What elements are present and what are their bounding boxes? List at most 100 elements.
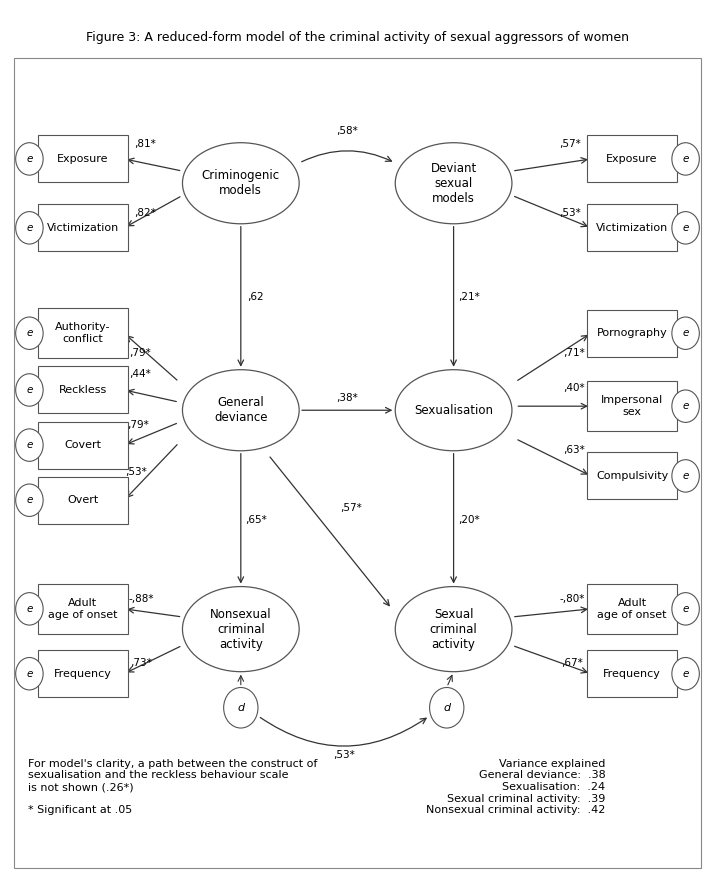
Text: Criminogenic
models: Criminogenic models bbox=[202, 169, 280, 198]
Text: ,71*: ,71* bbox=[563, 348, 586, 359]
Circle shape bbox=[672, 460, 699, 492]
Text: Victimization: Victimization bbox=[596, 223, 669, 233]
Text: e: e bbox=[26, 495, 33, 505]
Ellipse shape bbox=[395, 143, 512, 224]
FancyBboxPatch shape bbox=[39, 308, 127, 358]
FancyBboxPatch shape bbox=[39, 367, 127, 414]
Text: For model's clarity, a path between the construct of
sexualisation and the reckl: For model's clarity, a path between the … bbox=[28, 758, 317, 815]
Text: e: e bbox=[26, 669, 33, 679]
Circle shape bbox=[16, 484, 43, 517]
FancyBboxPatch shape bbox=[588, 584, 676, 634]
Circle shape bbox=[16, 317, 43, 349]
Text: ,65*: ,65* bbox=[245, 515, 267, 525]
Text: Frequency: Frequency bbox=[603, 669, 661, 679]
Text: Authority-
conflict: Authority- conflict bbox=[55, 323, 111, 344]
Circle shape bbox=[672, 593, 699, 626]
Text: -,88*: -,88* bbox=[129, 595, 154, 604]
Text: e: e bbox=[682, 328, 689, 338]
Text: Pornography: Pornography bbox=[597, 328, 667, 338]
Text: Covert: Covert bbox=[64, 440, 102, 450]
Text: General
deviance: General deviance bbox=[214, 396, 267, 424]
FancyBboxPatch shape bbox=[39, 477, 127, 524]
Text: e: e bbox=[26, 604, 33, 614]
Text: Compulsivity: Compulsivity bbox=[596, 470, 669, 481]
Circle shape bbox=[672, 212, 699, 244]
Text: ,57*: ,57* bbox=[559, 139, 581, 150]
FancyBboxPatch shape bbox=[39, 584, 127, 634]
FancyBboxPatch shape bbox=[39, 650, 127, 697]
Text: ,62: ,62 bbox=[247, 291, 265, 302]
Text: ,63*: ,63* bbox=[563, 445, 586, 455]
Circle shape bbox=[16, 429, 43, 462]
Text: e: e bbox=[26, 440, 33, 450]
Text: ,53*: ,53* bbox=[559, 208, 581, 218]
Text: ,20*: ,20* bbox=[458, 515, 480, 525]
Ellipse shape bbox=[395, 369, 512, 451]
Text: e: e bbox=[26, 154, 33, 164]
Ellipse shape bbox=[182, 587, 299, 672]
Text: ,67*: ,67* bbox=[561, 658, 583, 668]
Circle shape bbox=[672, 143, 699, 175]
Circle shape bbox=[224, 688, 258, 728]
Text: e: e bbox=[682, 604, 689, 614]
Text: ,40*: ,40* bbox=[563, 384, 585, 393]
FancyBboxPatch shape bbox=[588, 136, 676, 183]
Text: d: d bbox=[237, 703, 245, 712]
Text: ,58*: ,58* bbox=[336, 126, 358, 136]
Text: Exposure: Exposure bbox=[606, 154, 658, 164]
FancyBboxPatch shape bbox=[39, 136, 127, 183]
Text: Adult
age of onset: Adult age of onset bbox=[48, 598, 118, 619]
Text: -,80*: -,80* bbox=[560, 595, 585, 604]
Text: ,53*: ,53* bbox=[126, 467, 147, 477]
FancyBboxPatch shape bbox=[39, 205, 127, 252]
Text: Overt: Overt bbox=[67, 495, 99, 505]
Text: ,57*: ,57* bbox=[340, 502, 362, 512]
Text: ,73*: ,73* bbox=[130, 658, 152, 668]
Text: ,79*: ,79* bbox=[127, 420, 149, 430]
Circle shape bbox=[16, 374, 43, 406]
Text: ,81*: ,81* bbox=[134, 139, 156, 150]
Text: Figure 3: A reduced-form model of the criminal activity of sexual aggressors of : Figure 3: A reduced-form model of the cr… bbox=[86, 31, 629, 44]
Text: Exposure: Exposure bbox=[57, 154, 109, 164]
Text: Sexual
criminal
activity: Sexual criminal activity bbox=[430, 608, 478, 650]
FancyBboxPatch shape bbox=[588, 381, 676, 431]
FancyBboxPatch shape bbox=[588, 205, 676, 252]
Text: e: e bbox=[26, 328, 33, 338]
Ellipse shape bbox=[182, 143, 299, 224]
Text: ,44*: ,44* bbox=[129, 369, 151, 378]
Text: ,79*: ,79* bbox=[129, 348, 151, 359]
Text: Adult
age of onset: Adult age of onset bbox=[597, 598, 667, 619]
Text: Victimization: Victimization bbox=[46, 223, 119, 233]
Circle shape bbox=[16, 657, 43, 690]
Text: e: e bbox=[682, 669, 689, 679]
Circle shape bbox=[672, 317, 699, 349]
Ellipse shape bbox=[182, 369, 299, 451]
Text: e: e bbox=[682, 223, 689, 233]
Circle shape bbox=[16, 593, 43, 626]
FancyBboxPatch shape bbox=[588, 650, 676, 697]
Circle shape bbox=[672, 657, 699, 690]
Circle shape bbox=[672, 390, 699, 423]
Text: Sexualisation: Sexualisation bbox=[414, 404, 493, 416]
Text: Impersonal
sex: Impersonal sex bbox=[601, 395, 664, 417]
FancyBboxPatch shape bbox=[588, 453, 676, 500]
Text: Frequency: Frequency bbox=[54, 669, 112, 679]
Text: e: e bbox=[26, 385, 33, 395]
Circle shape bbox=[16, 143, 43, 175]
FancyBboxPatch shape bbox=[588, 310, 676, 357]
Text: Nonsexual
criminal
activity: Nonsexual criminal activity bbox=[210, 608, 272, 650]
Text: d: d bbox=[443, 703, 450, 712]
Text: e: e bbox=[26, 223, 33, 233]
Circle shape bbox=[430, 688, 464, 728]
Ellipse shape bbox=[395, 587, 512, 672]
Text: Reckless: Reckless bbox=[59, 385, 107, 395]
Text: Variance explained
General deviance:  .38
Sexualisation:  .24
Sexual criminal ac: Variance explained General deviance: .38… bbox=[426, 758, 606, 815]
Text: ,21*: ,21* bbox=[458, 291, 480, 302]
Text: e: e bbox=[682, 470, 689, 481]
Text: Deviant
sexual
models: Deviant sexual models bbox=[430, 162, 477, 205]
FancyBboxPatch shape bbox=[39, 422, 127, 469]
Text: ,82*: ,82* bbox=[134, 208, 156, 218]
Text: ,38*: ,38* bbox=[336, 393, 358, 403]
Text: e: e bbox=[682, 154, 689, 164]
Text: e: e bbox=[682, 401, 689, 411]
